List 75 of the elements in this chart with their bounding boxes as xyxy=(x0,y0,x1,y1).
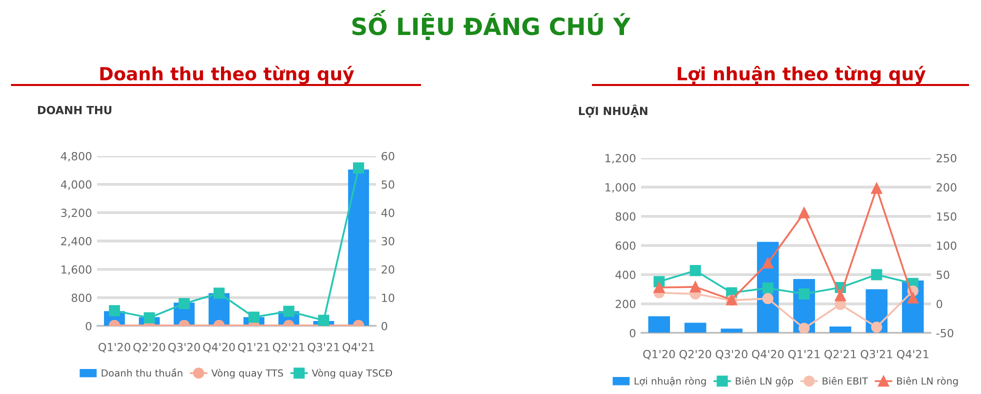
y-tick-label: 1,200 xyxy=(606,154,636,164)
x-tick-label: Q2'21 xyxy=(824,350,856,360)
y2-tick-label: 10 xyxy=(382,294,394,302)
point xyxy=(798,288,810,300)
y-tick-label: 4,000 xyxy=(60,180,92,190)
x-tick-label: Q3'20 xyxy=(168,342,200,353)
x-tick-label: Q3'20 xyxy=(716,350,748,360)
point xyxy=(871,322,882,333)
point xyxy=(907,292,918,304)
bar xyxy=(348,169,370,326)
x-tick-label: Q1'21 xyxy=(238,342,270,353)
y-tick-label: 400 xyxy=(615,270,636,280)
bar xyxy=(684,322,706,333)
legend-label: Biên LN ròng xyxy=(897,376,958,387)
y2-tick-label: 0 xyxy=(382,322,388,330)
x-tick-label: Q4'21 xyxy=(896,350,928,360)
x-tick-label: Q1'20 xyxy=(643,350,675,360)
y2-tick-label: 50 xyxy=(382,180,394,189)
point xyxy=(762,257,774,269)
y2-tick-label: 50 xyxy=(936,270,950,280)
y-tick-label: 0 xyxy=(86,322,92,330)
x-tick-label: Q3'21 xyxy=(308,342,340,353)
y-tick-label: 800 xyxy=(616,212,636,221)
y-tick-label: 800 xyxy=(72,294,92,302)
y2-tick-label: 40 xyxy=(381,208,394,218)
point xyxy=(798,207,810,218)
point xyxy=(871,182,882,194)
y-tick-label: 600 xyxy=(616,241,636,250)
x-tick-label: Q1'21 xyxy=(788,350,820,360)
chart-title: Lợi nhuận theo từng quý xyxy=(678,66,926,84)
point xyxy=(654,282,665,294)
y-tick-label: 2,400 xyxy=(61,236,92,247)
x-tick-label: Q1'20 xyxy=(98,342,130,353)
legend-label: Lợi nhuận ròng xyxy=(634,376,706,387)
y2-tick-label: 100 xyxy=(937,241,956,250)
chart-subtitle: LỢI NHUẬN xyxy=(579,104,648,118)
point xyxy=(690,281,701,292)
y2-tick-label: 200 xyxy=(936,183,956,192)
y-tick-label: 1,000 xyxy=(606,183,636,193)
x-tick-label: Q4'20 xyxy=(752,350,784,360)
y2-tick-label: 250 xyxy=(936,154,956,162)
legend-label: Vòng quay TSCĐ xyxy=(312,368,392,379)
bar xyxy=(720,328,742,333)
point xyxy=(798,322,810,333)
x-tick-label: Q4'20 xyxy=(203,342,235,353)
y2-tick-label: 20 xyxy=(382,265,394,274)
x-tick-label: Q3'21 xyxy=(860,350,892,360)
point xyxy=(762,282,774,294)
x-tick-label: Q4'21 xyxy=(342,342,374,353)
bar xyxy=(648,316,670,333)
text: SỐ LIỆU ĐÁNG CHÚ Ý xyxy=(352,10,631,40)
chart-subtitle: DOANH THU xyxy=(38,106,112,114)
y2-tick-label: 0 xyxy=(936,300,942,308)
y-tick-label: 0 xyxy=(630,328,636,338)
y2-tick-label: -50 xyxy=(936,328,954,338)
y-tick-label: 1,600 xyxy=(62,265,92,275)
bar xyxy=(830,326,852,333)
y2-tick-label: 150 xyxy=(937,212,956,221)
y-tick-label: 4,800 xyxy=(60,152,92,162)
point xyxy=(762,293,774,304)
y2-tick-label: 30 xyxy=(382,236,394,246)
x-tick-label: Q2'20 xyxy=(679,350,712,360)
y-tick-label: 3,200 xyxy=(61,208,92,218)
y-tick-label: 200 xyxy=(616,300,636,308)
point xyxy=(690,265,701,276)
legend-label: Biên LN gộp xyxy=(736,376,794,387)
x-tick-label: Q2'20 xyxy=(133,342,166,353)
y2-tick-label: 60 xyxy=(382,152,394,160)
point xyxy=(834,290,846,302)
legend-label: Doanh thu thuần xyxy=(102,368,182,377)
chart-title: Doanh thu theo từng quý xyxy=(100,66,354,84)
point xyxy=(871,269,882,280)
legend-label: Vòng quay TTS xyxy=(211,368,284,379)
legend-label: Biên EBIT xyxy=(822,376,868,385)
x-tick-label: Q2'21 xyxy=(272,342,304,353)
